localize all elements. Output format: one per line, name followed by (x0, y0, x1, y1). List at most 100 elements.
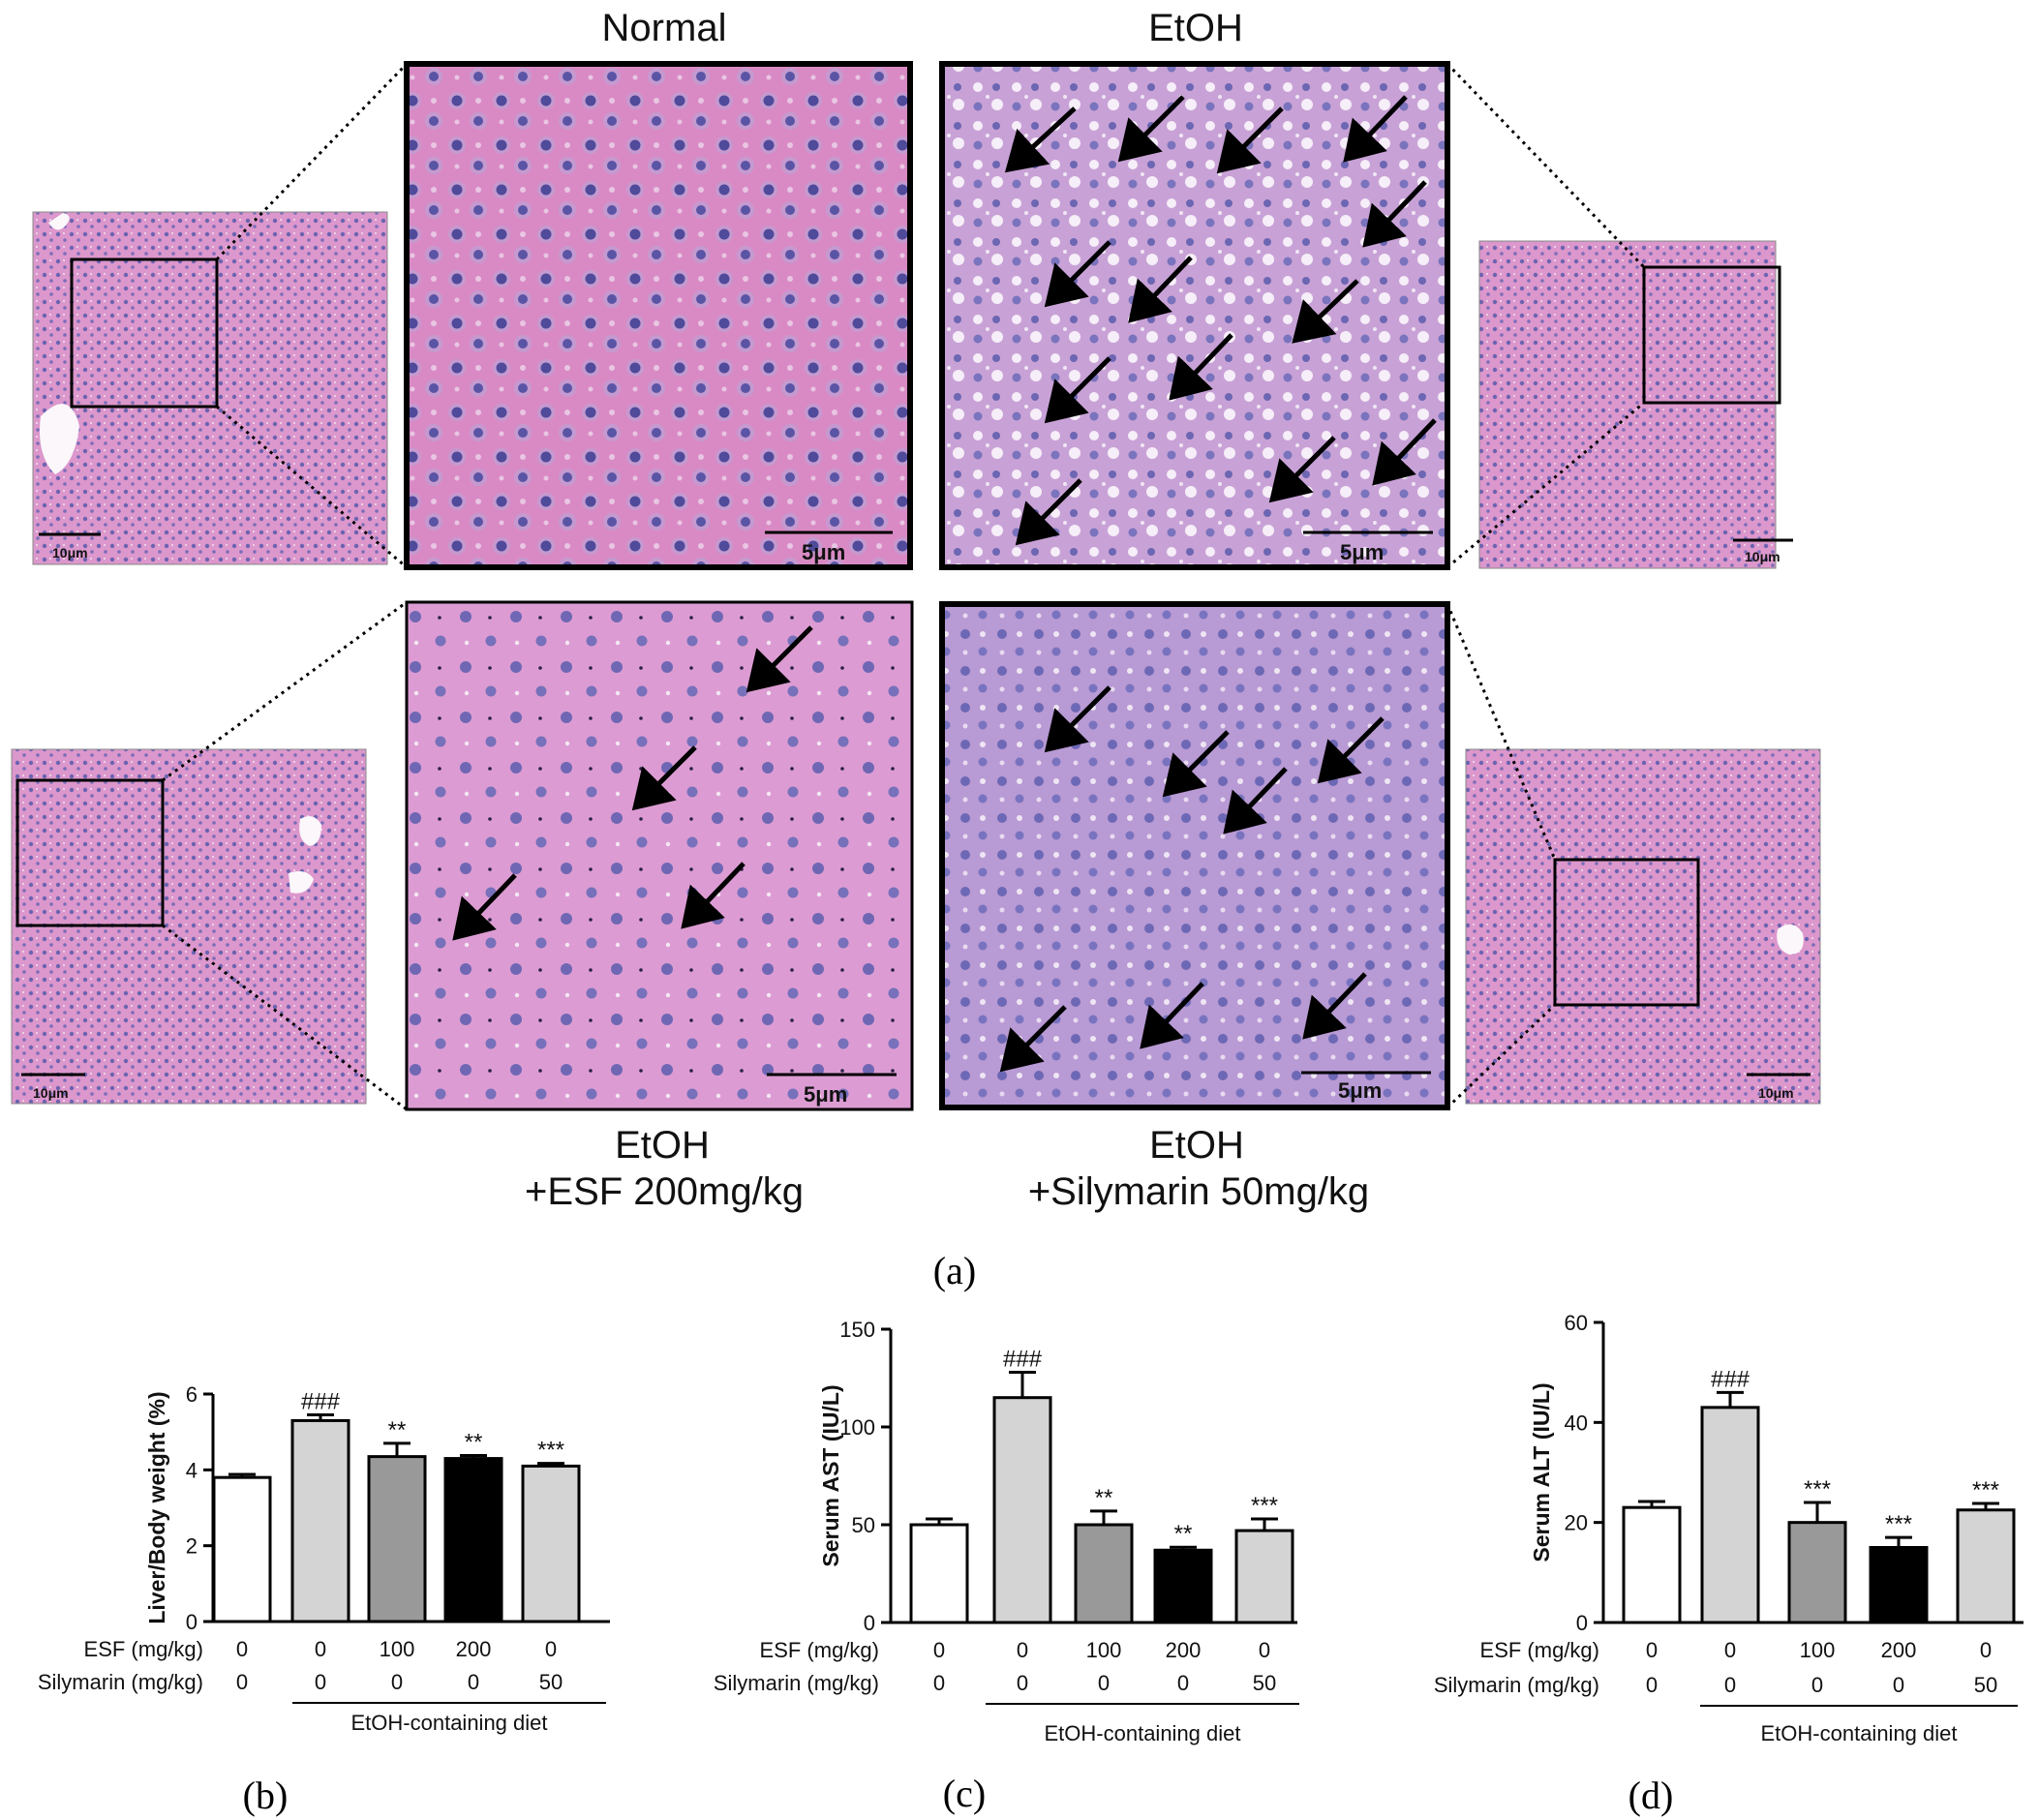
scale-label: 5μm (802, 540, 845, 564)
esf-dose: 100 (380, 1637, 415, 1661)
bar (909, 1523, 969, 1624)
y-axis-label: Serum ALT (IU/L) (1529, 1382, 1554, 1562)
bar (1153, 1548, 1213, 1624)
bar (521, 1464, 581, 1623)
silymarin-row-label: Silymarin (mg/kg) (714, 1671, 879, 1695)
bar (1234, 1529, 1294, 1624)
micrograph-etoh-zoom: 5μm (939, 61, 1450, 570)
arrows (999, 685, 1385, 1073)
y-tick-label: 4 (186, 1458, 198, 1482)
bar (1074, 1523, 1134, 1624)
esf-row-label: ESF (mg/kg) (760, 1638, 879, 1662)
y-tick-label: 2 (186, 1534, 198, 1559)
significance-label: *** (1972, 1477, 1999, 1503)
y-tick-label: 0 (864, 1611, 875, 1635)
micrograph-silymarin-zoom: 5μm (939, 601, 1450, 1110)
label-normal: Normal (602, 7, 727, 49)
zoom-connectors (162, 600, 1557, 1111)
y-tick-label: 20 (1565, 1511, 1588, 1535)
bar (992, 1396, 1052, 1624)
significance-label: *** (1251, 1493, 1278, 1519)
y-tick-label: 6 (186, 1382, 198, 1407)
significance-label: ### (301, 1389, 341, 1415)
y-tick-label: 100 (839, 1415, 875, 1440)
esf-dose: 0 (1259, 1638, 1270, 1662)
micrograph-silymarin-overview: 10μm (1465, 748, 1821, 1105)
silymarin-dose: 0 (236, 1670, 248, 1694)
scale-label: 10μm (1758, 1085, 1794, 1101)
chart-1: 0 50 100 150 Serum AST (IU/L) 0 0 ### 0 0 ** 100 0 **… (714, 1318, 1299, 1815)
panel-label-a: (a) (933, 1249, 976, 1292)
arrows (452, 625, 813, 941)
bar (367, 1455, 427, 1623)
bar (1700, 1406, 1760, 1624)
significance-label: ** (1095, 1485, 1113, 1511)
silymarin-dose: 0 (468, 1670, 479, 1694)
esf-dose: 0 (545, 1637, 557, 1661)
micrograph-etoh-overview: 10μm (1478, 240, 1793, 569)
zoom-connectors (215, 62, 1646, 569)
silymarin-dose: 0 (315, 1670, 326, 1694)
silymarin-dose: 0 (1811, 1673, 1823, 1697)
y-tick-label: 40 (1565, 1410, 1588, 1435)
panel-a: Normal EtOH 10μm 5μm (11, 7, 1821, 1292)
silymarin-dose: 0 (1017, 1671, 1028, 1695)
esf-dose: 200 (1881, 1638, 1917, 1662)
micrograph-normal-zoom: 5μm (404, 61, 913, 570)
silymarin-dose: 50 (539, 1670, 563, 1694)
diet-label: EtOH-containing diet (1761, 1721, 1958, 1745)
panel-label: (b) (243, 1774, 289, 1817)
diet-label: EtOH-containing diet (351, 1711, 548, 1735)
silymarin-dose: 0 (391, 1670, 403, 1694)
y-tick-label: 150 (839, 1318, 875, 1342)
scale-label: 10μm (33, 1085, 69, 1101)
scale-label: 10μm (1745, 549, 1780, 564)
y-tick-label: 50 (852, 1513, 875, 1537)
arrows (1004, 95, 1437, 546)
bar (443, 1457, 503, 1623)
esf-dose: 100 (1086, 1638, 1122, 1662)
bar (1622, 1505, 1682, 1624)
esf-dose: 200 (456, 1637, 492, 1661)
significance-label: *** (537, 1438, 564, 1464)
esf-dose: 0 (236, 1637, 248, 1661)
esf-row-label: ESF (mg/kg) (84, 1637, 203, 1661)
significance-label: ### (1711, 1366, 1750, 1392)
panel-label: (c) (943, 1772, 986, 1815)
bar (1869, 1546, 1929, 1624)
y-axis-label: Serum AST (IU/L) (818, 1384, 843, 1566)
silymarin-dose: 0 (933, 1671, 945, 1695)
micrograph-esf-zoom: 5μm (405, 600, 914, 1111)
chart-0: 0 2 4 6 Liver/Body weight (%) 0 0 ### 0 0 ** 100 0 **… (38, 1382, 610, 1817)
silymarin-dose: 0 (1098, 1671, 1110, 1695)
silymarin-dose: 0 (1646, 1673, 1658, 1697)
scale-label: 5μm (804, 1082, 847, 1107)
label-esf-line1: EtOH (615, 1124, 710, 1167)
label-sily-line2: +Silymarin 50mg/kg (1028, 1170, 1369, 1213)
bar (212, 1475, 272, 1623)
zoom-box (70, 258, 219, 409)
bar (1956, 1508, 2016, 1624)
significance-label: ### (1003, 1346, 1043, 1372)
silymarin-dose: 0 (1893, 1673, 1904, 1697)
y-tick-label: 0 (186, 1610, 198, 1634)
significance-label: ** (1174, 1521, 1193, 1547)
silymarin-row-label: Silymarin (mg/kg) (38, 1670, 203, 1694)
scale-label: 5μm (1340, 540, 1384, 564)
y-tick-label: 60 (1565, 1311, 1588, 1335)
y-axis-label: Liver/Body weight (%) (144, 1391, 169, 1623)
esf-row-label: ESF (mg/kg) (1480, 1638, 1599, 1662)
label-etoh: EtOH (1148, 7, 1243, 49)
esf-dose: 200 (1166, 1638, 1202, 1662)
silymarin-dose: 0 (1724, 1673, 1736, 1697)
label-esf-line2: +ESF 200mg/kg (525, 1170, 804, 1213)
bar-charts: 0 2 4 6 Liver/Body weight (%) 0 0 ### 0 0 ** 100 0 **… (38, 1311, 2024, 1817)
significance-label: ** (388, 1417, 407, 1443)
zoom-box (1642, 265, 1781, 405)
zoom-box (1553, 858, 1700, 1007)
silymarin-dose: 50 (1253, 1671, 1276, 1695)
significance-label: *** (1804, 1476, 1831, 1502)
micrograph-esf-overview: 10μm (11, 748, 367, 1105)
significance-label: ** (465, 1429, 483, 1455)
